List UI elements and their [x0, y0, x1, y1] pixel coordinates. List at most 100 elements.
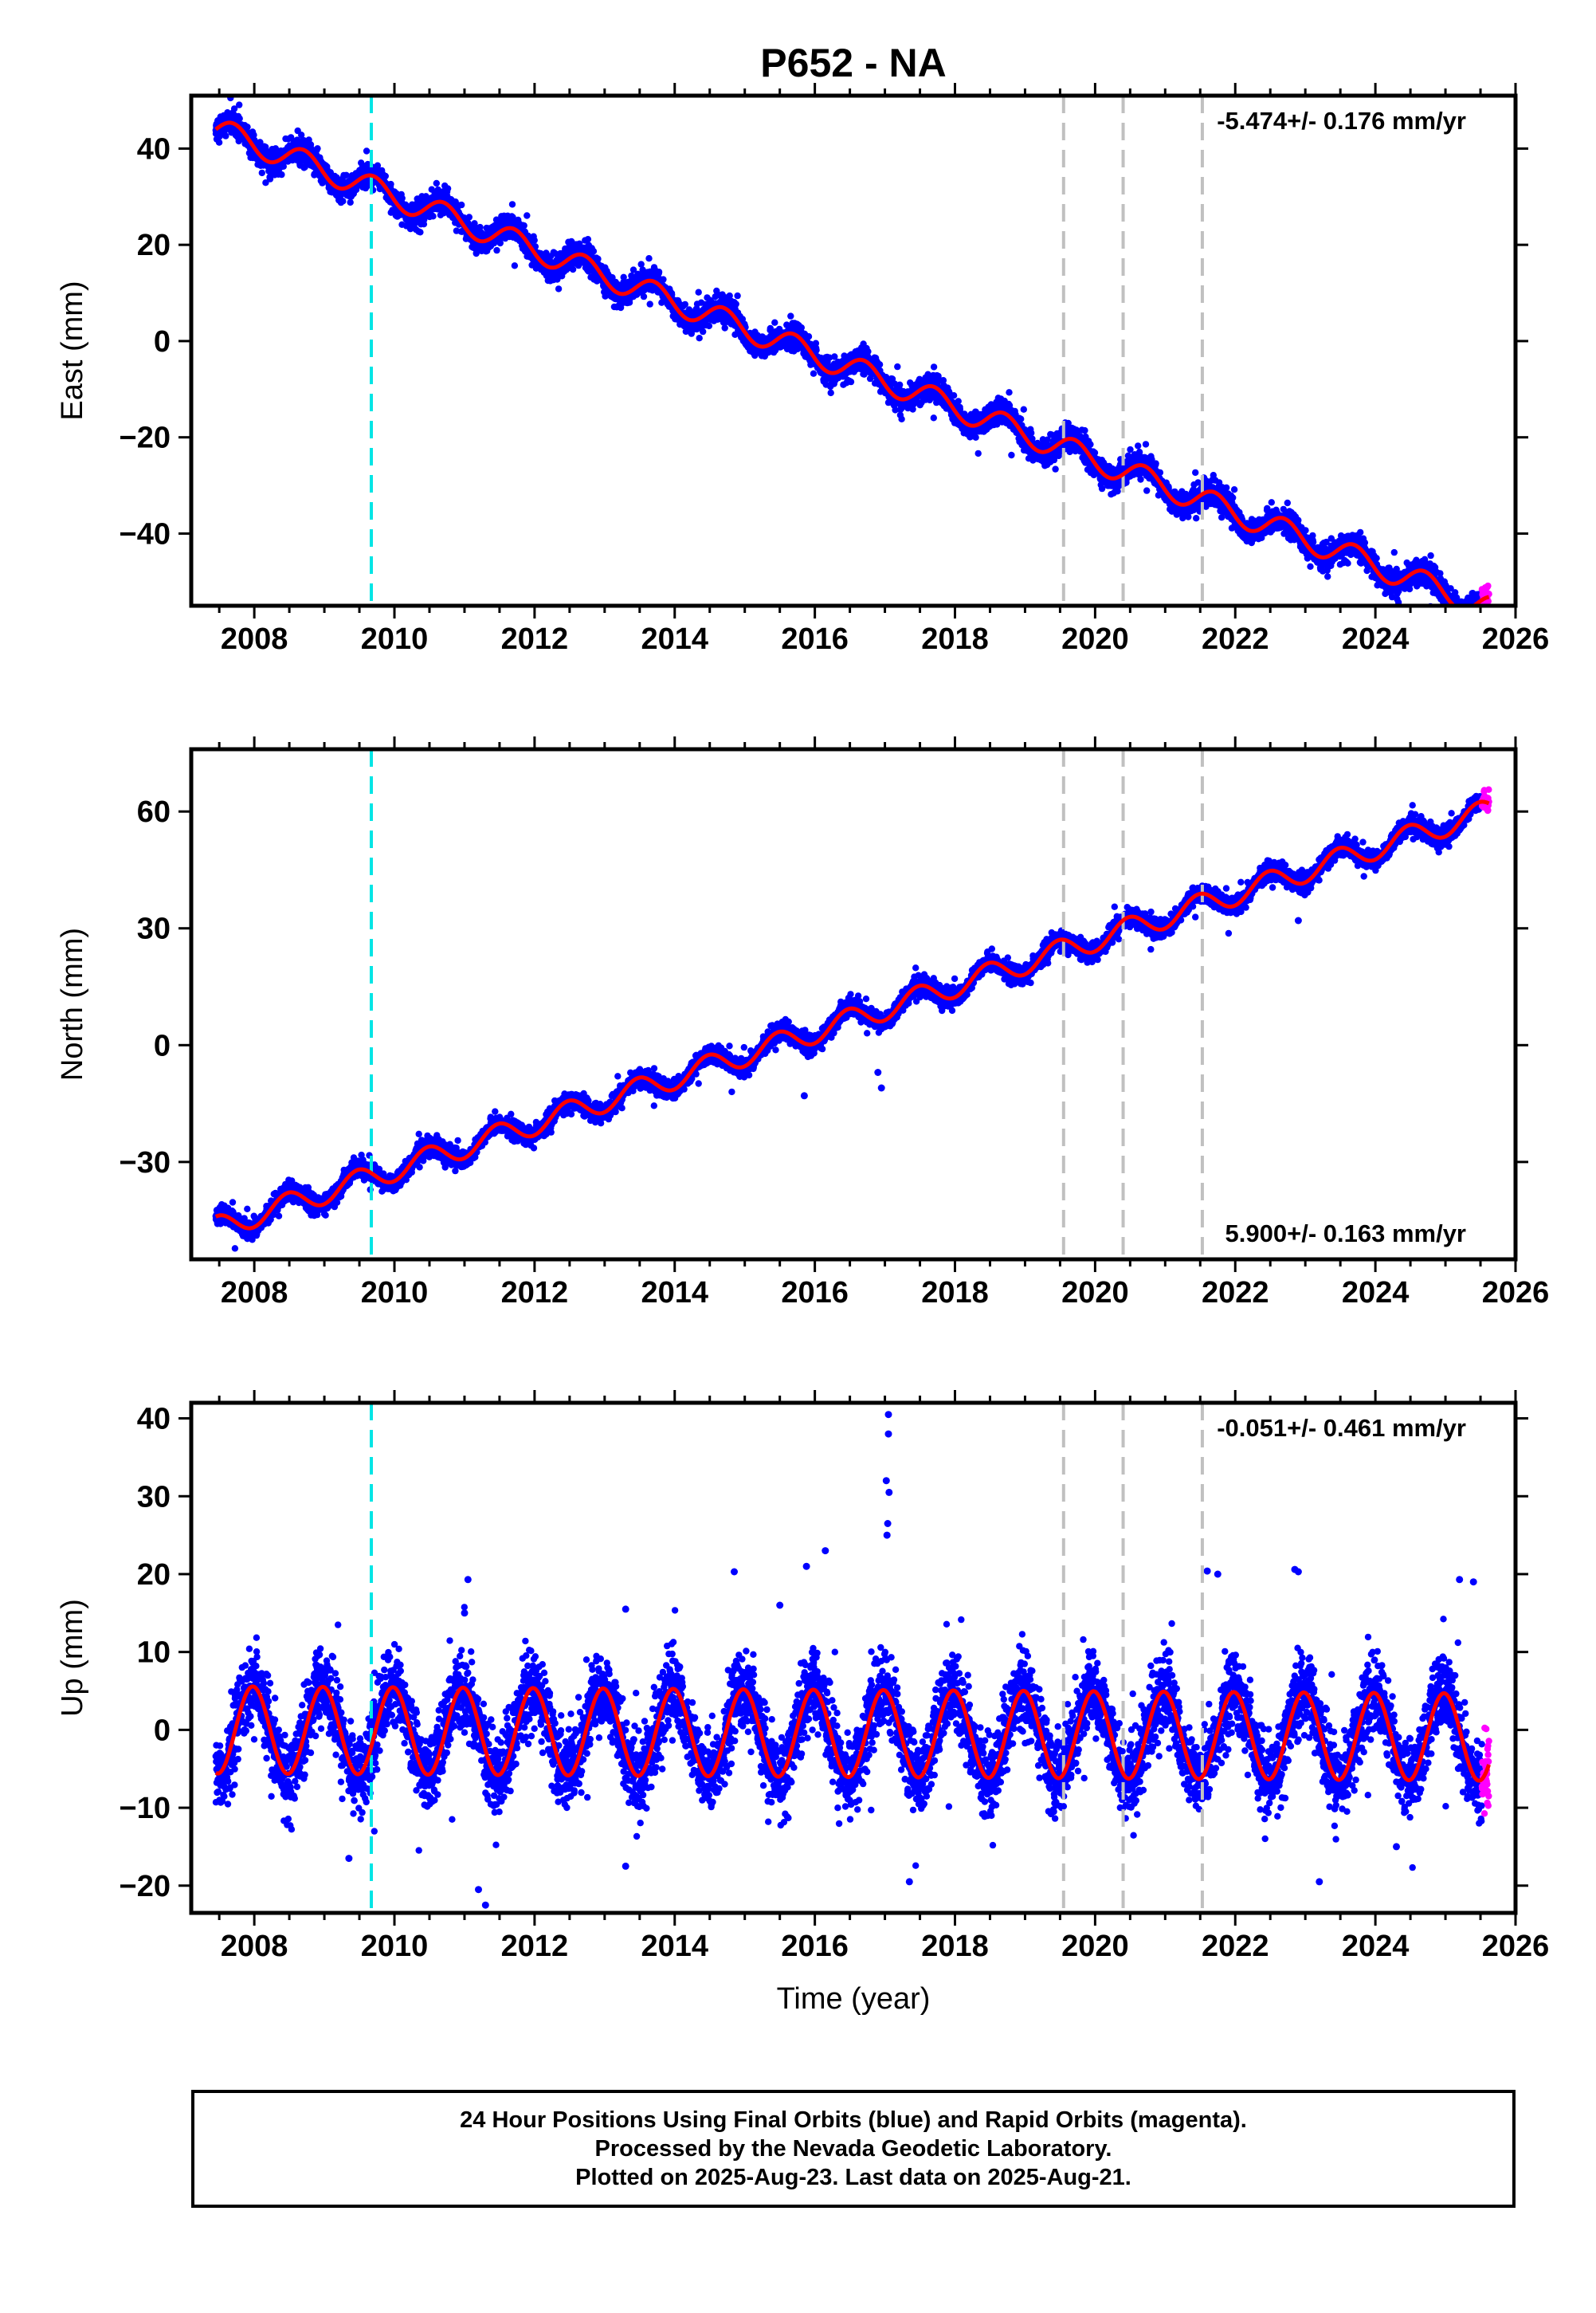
final-orbit-point [620, 273, 627, 281]
final-orbit-point [465, 214, 473, 221]
final-orbit-point [382, 172, 389, 180]
final-orbit-point [767, 324, 774, 332]
final-orbit-point [551, 249, 559, 257]
final-orbit-point [339, 198, 347, 205]
final-orbit-point [511, 262, 519, 269]
final-orbit-point [347, 198, 354, 206]
final-orbit-point [398, 194, 406, 202]
final-orbit-point [429, 213, 437, 220]
chart-title: P652 - NA [760, 41, 946, 85]
final-orbit-point [363, 147, 371, 155]
final-orbit-point [876, 361, 884, 368]
final-orbit-point [1152, 460, 1159, 467]
final-orbit-point [955, 398, 962, 405]
final-orbit-point [813, 347, 820, 354]
final-orbit-point [655, 269, 663, 276]
final-orbit-point [244, 124, 251, 131]
final-orbit-point [433, 179, 440, 187]
final-orbit-point [476, 223, 484, 231]
final-orbit-point [1052, 465, 1059, 473]
final-orbit-point [278, 171, 285, 179]
final-orbit-point [974, 450, 982, 457]
final-orbit-point [493, 246, 500, 254]
final-orbit-point [734, 292, 741, 300]
final-orbit-point [236, 115, 243, 122]
final-orbit-point [645, 255, 653, 262]
east-data-points [212, 96, 1492, 606]
final-orbit-point [972, 434, 979, 441]
final-orbit-point [1006, 389, 1013, 396]
final-orbit-point [1087, 441, 1094, 448]
final-orbit-point [584, 236, 592, 243]
final-orbit-point [272, 145, 280, 152]
east-plot-area [212, 96, 1492, 606]
final-orbit-point [444, 185, 452, 192]
final-orbit-point [1020, 406, 1028, 413]
final-orbit-point [520, 222, 527, 230]
final-orbit-point [524, 212, 531, 219]
final-orbit-point [508, 201, 516, 208]
final-orbit-point [896, 381, 904, 388]
final-orbit-point [531, 237, 538, 244]
final-orbit-point [646, 300, 653, 308]
final-orbit-point [660, 276, 667, 283]
final-orbit-point [798, 324, 805, 332]
final-orbit-point [695, 289, 702, 296]
final-orbit-point [236, 101, 243, 108]
final-orbit-point [569, 265, 577, 273]
final-orbit-point [458, 201, 465, 209]
panel-east: 2008 2010 2012 2014 2016 2018 2020 2022 2024 2026… [56, 83, 1549, 656]
final-orbit-point [262, 179, 269, 187]
final-orbit-point [847, 378, 855, 386]
final-orbit-point [417, 229, 424, 236]
final-orbit-point [865, 348, 872, 355]
final-orbit-point [298, 132, 305, 139]
final-orbit-point [1156, 469, 1164, 477]
final-orbit-point [787, 312, 794, 320]
final-orbit-point [387, 180, 394, 188]
final-orbit-point [1143, 487, 1151, 494]
final-orbit-point [590, 248, 598, 255]
final-orbit-point [343, 171, 350, 179]
final-orbit-point [771, 319, 778, 326]
final-orbit-point [314, 145, 321, 152]
final-orbit-point [215, 139, 223, 146]
final-orbit-point [930, 363, 938, 371]
final-orbit-point [1008, 451, 1015, 459]
final-orbit-point [726, 292, 733, 300]
final-orbit-point [721, 324, 728, 332]
final-orbit-point [374, 162, 382, 169]
final-orbit-point [950, 392, 958, 399]
final-orbit-point [1142, 441, 1150, 448]
final-orbit-point [685, 306, 693, 313]
final-orbit-point [1137, 476, 1144, 483]
final-orbit-point [1018, 415, 1025, 422]
final-orbit-point [732, 300, 739, 308]
final-orbit-point [1135, 442, 1142, 450]
final-orbit-point [898, 415, 905, 422]
final-orbit-point [266, 175, 274, 183]
final-orbit-point [594, 255, 602, 263]
final-orbit-point [629, 266, 637, 273]
final-orbit-point [700, 328, 707, 336]
final-orbit-point [894, 363, 901, 371]
final-orbit-point [1081, 426, 1088, 434]
final-orbit-point [555, 285, 563, 293]
final-orbit-point [602, 293, 609, 300]
final-orbit-point [805, 333, 813, 340]
final-orbit-point [640, 293, 648, 300]
final-orbit-point [705, 322, 713, 330]
final-orbit-point [930, 414, 938, 422]
final-orbit-point [1028, 430, 1035, 437]
final-orbit-point [250, 132, 257, 139]
final-orbit-point [696, 335, 703, 342]
final-orbit-point [230, 105, 238, 112]
final-orbit-point [301, 163, 308, 171]
final-orbit-point [637, 261, 645, 268]
final-orbit-point [681, 300, 688, 308]
final-orbit-point [827, 389, 834, 397]
final-orbit-point [257, 139, 264, 146]
final-orbit-point [810, 370, 818, 377]
final-orbit-point [258, 169, 265, 177]
